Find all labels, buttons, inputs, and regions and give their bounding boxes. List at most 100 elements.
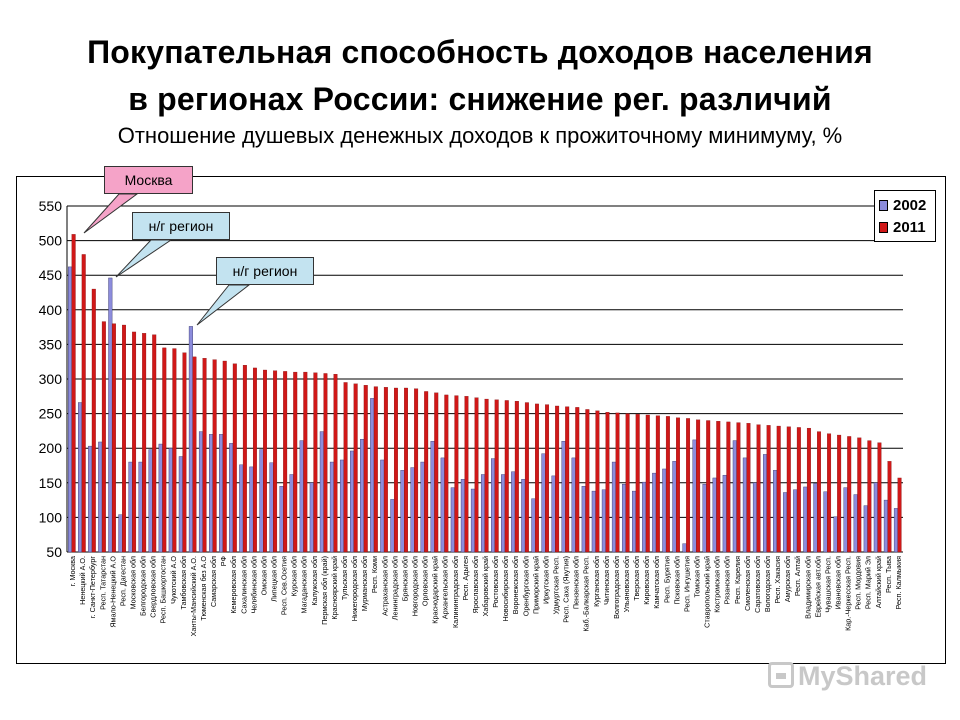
x-tick-label: Респ. Алтай [793,556,802,596]
x-tick-label: Краснодарский край [431,556,440,624]
x-tick-label: Тюменская без А.О [199,556,208,621]
bar-2002 [410,467,415,553]
y-tick-label: 200 [39,440,63,456]
bar-2011 [474,397,479,553]
x-tick-label: Респ. Коми [370,556,379,593]
bar-2011 [202,358,207,553]
bar-2002 [370,398,375,553]
chart-subtitle: Отношение душевых денежных доходов к про… [117,123,843,148]
bar-2011 [162,347,167,553]
x-tick-label: Респ. Башкортостан [159,556,168,624]
bar-2011 [273,370,278,553]
bar-2011 [283,371,288,553]
bar-2002 [219,434,224,553]
bar-2011 [806,427,811,553]
bar-2002 [783,492,788,553]
bar-2011 [817,431,821,553]
x-tick-label: Респ. Калмыкия [894,556,903,610]
bar-2011 [293,371,298,553]
bar-2002 [279,486,284,553]
x-tick-label: Респ. Адыгея [461,556,470,601]
bar-2011 [303,371,308,553]
x-tick-label: Сахалинская обл [239,556,248,614]
x-tick-label: Самарская обл [209,556,218,607]
x-tick-label: Пензенская обл [572,556,581,609]
bar-2002 [269,462,274,553]
x-tick-label: Нижегородская обл [350,556,359,621]
x-tick-label: Чукотский А.О [169,556,178,604]
y-tick-label: 550 [39,198,63,214]
bar-2011 [877,442,882,553]
bar-2002 [551,475,556,553]
legend-label-2011: 2011 [893,219,926,236]
y-tick-label: 350 [39,336,63,352]
x-tick-label: Калужская обл [310,556,319,606]
x-tick-label: Тульская обл [340,556,349,600]
bar-2011 [524,402,529,553]
x-tick-label: Хабаровский край [481,556,490,616]
bar-2011 [504,400,509,553]
bar-2002 [128,461,133,553]
bar-2011 [595,410,600,553]
bar-2011 [575,407,580,553]
bar-2011 [333,374,338,553]
bar-2002 [581,486,586,553]
bar-2011 [484,398,489,553]
legend-item-2011: 2011 [879,218,926,238]
watermark-text: MyShared [798,661,928,691]
bar-2011 [746,423,751,553]
bar-2002 [440,457,445,553]
bar-2002 [813,483,818,553]
bar-2011 [111,323,116,553]
bar-2011 [404,387,408,553]
callout-ng-region-1: н/г регион [132,212,230,240]
bar-2011 [313,372,318,553]
x-tick-label: Оренбургская обл [521,556,530,616]
bar-2002 [299,440,304,553]
x-tick-label: Тамбовская обл [179,556,188,610]
x-tick-label: Орловская обл [421,556,430,606]
bar-2011 [696,419,701,553]
bar-2011 [323,373,328,553]
bar-2002 [339,459,344,553]
bar-2011 [585,409,590,553]
x-tick-label: Липецкая обл [269,556,278,602]
y-tick-label: 400 [39,302,63,318]
x-tick-label: РФ [219,555,228,566]
x-tick-label: Иркутская обл [541,556,550,604]
x-tick-label: Московская обл [128,556,137,609]
bar-2011 [414,388,419,553]
bar-2011 [655,415,660,553]
bar-2011 [444,394,449,553]
bar-2011 [635,414,640,553]
bar-2011 [897,477,902,553]
x-tick-label: Ивановская обл [834,556,843,609]
x-tick-label: Красноярский край [330,556,339,620]
chart-legend: 2002 2011 [874,190,936,242]
x-tick-label: Волгоградская обл [612,556,621,619]
bar-2002 [188,326,193,553]
x-tick-label: Саратовская обл [753,556,762,613]
x-tick-label: Респ. Тыва [884,556,893,593]
bar-2002 [430,441,435,553]
x-tick-label: Владимирская обл [803,556,812,619]
bar-2002 [722,474,727,553]
x-tick-label: Респ. Татарстан [98,556,107,610]
x-tick-label: Ульяновская обл [622,556,631,612]
callout-moscow: Москва [104,166,193,194]
bar-2002 [541,453,546,553]
callout-pointer-ng2 [196,284,251,326]
legend-swatch-2002 [879,200,888,211]
x-tick-label: Каб.-Балкарская Респ. [582,556,591,632]
bar-2002 [762,454,768,553]
bar-2002 [591,490,596,553]
bar-2011 [192,356,197,553]
bar-2002 [571,457,576,553]
bar-2002 [652,472,657,553]
bar-2011 [847,436,852,553]
bar-2011 [766,425,771,553]
bar-2002 [289,474,294,553]
x-tick-label: г. Москва [68,556,77,586]
bar-2011 [343,382,348,553]
bar-2002 [460,479,465,553]
